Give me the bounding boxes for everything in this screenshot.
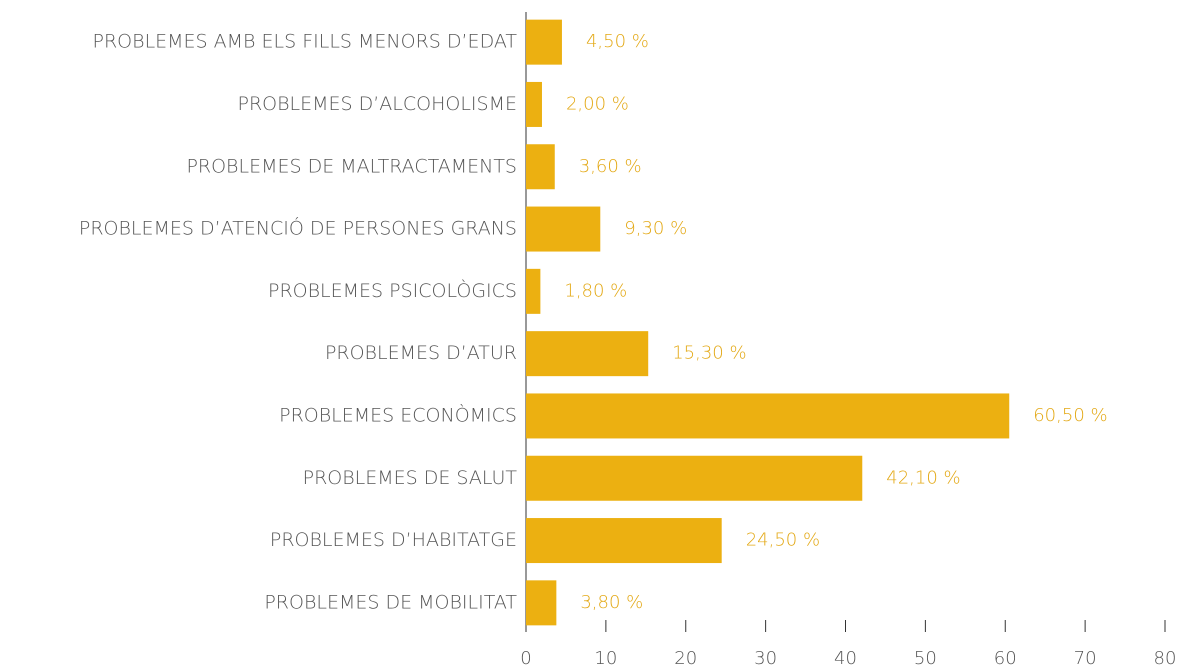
bar (526, 580, 557, 626)
value-label: 15,30 % (672, 343, 746, 364)
category-label: PROBLEMES DE MOBILITAT (264, 591, 517, 613)
value-label: 24,50 % (746, 530, 820, 551)
category-label: PROBLEMES D’ALCOHOLISME (237, 93, 517, 115)
bar (526, 268, 541, 314)
x-tick-label: 10 (594, 648, 617, 669)
value-label: 1,80 % (564, 280, 627, 301)
category-label: PROBLEMES PSICOLÒGICS (268, 278, 517, 302)
category-label: PROBLEMES ECONÒMICS (279, 402, 517, 426)
x-tick-label: 50 (914, 648, 937, 669)
bar (526, 19, 562, 65)
x-tick-label: 60 (994, 648, 1017, 669)
value-label: 3,60 % (579, 156, 642, 177)
x-tick-label: 20 (674, 648, 697, 669)
category-label: PROBLEMES D’ATUR (325, 342, 517, 364)
value-label: 9,30 % (624, 218, 687, 239)
value-label: 4,50 % (586, 31, 649, 52)
category-label: PROBLEMES DE MALTRACTAMENTS (186, 155, 517, 177)
value-label: 2,00 % (566, 93, 629, 114)
value-label: 42,10 % (886, 467, 960, 488)
bar (526, 393, 1010, 439)
category-label: PROBLEMES AMB ELS FILLS MENORS D’EDAT (93, 31, 518, 53)
x-tick-label: 80 (1154, 648, 1177, 669)
x-tick-label: 40 (834, 648, 857, 669)
bar (526, 331, 649, 377)
value-label: 60,50 % (1033, 405, 1107, 426)
category-label: PROBLEMES D’ATENCIÓ DE PERSONES GRANS (79, 216, 517, 240)
category-label: PROBLEMES D’HABITATGE (270, 529, 517, 551)
value-label: 3,80 % (580, 592, 643, 613)
bar (526, 206, 601, 252)
bar (526, 144, 555, 190)
bar (526, 81, 542, 127)
x-tick-label: 70 (1074, 648, 1097, 669)
x-tick-label: 0 (520, 648, 531, 669)
category-label: PROBLEMES DE SALUT (303, 467, 518, 489)
x-tick-label: 30 (754, 648, 777, 669)
bar (526, 518, 722, 564)
bar (526, 455, 863, 501)
